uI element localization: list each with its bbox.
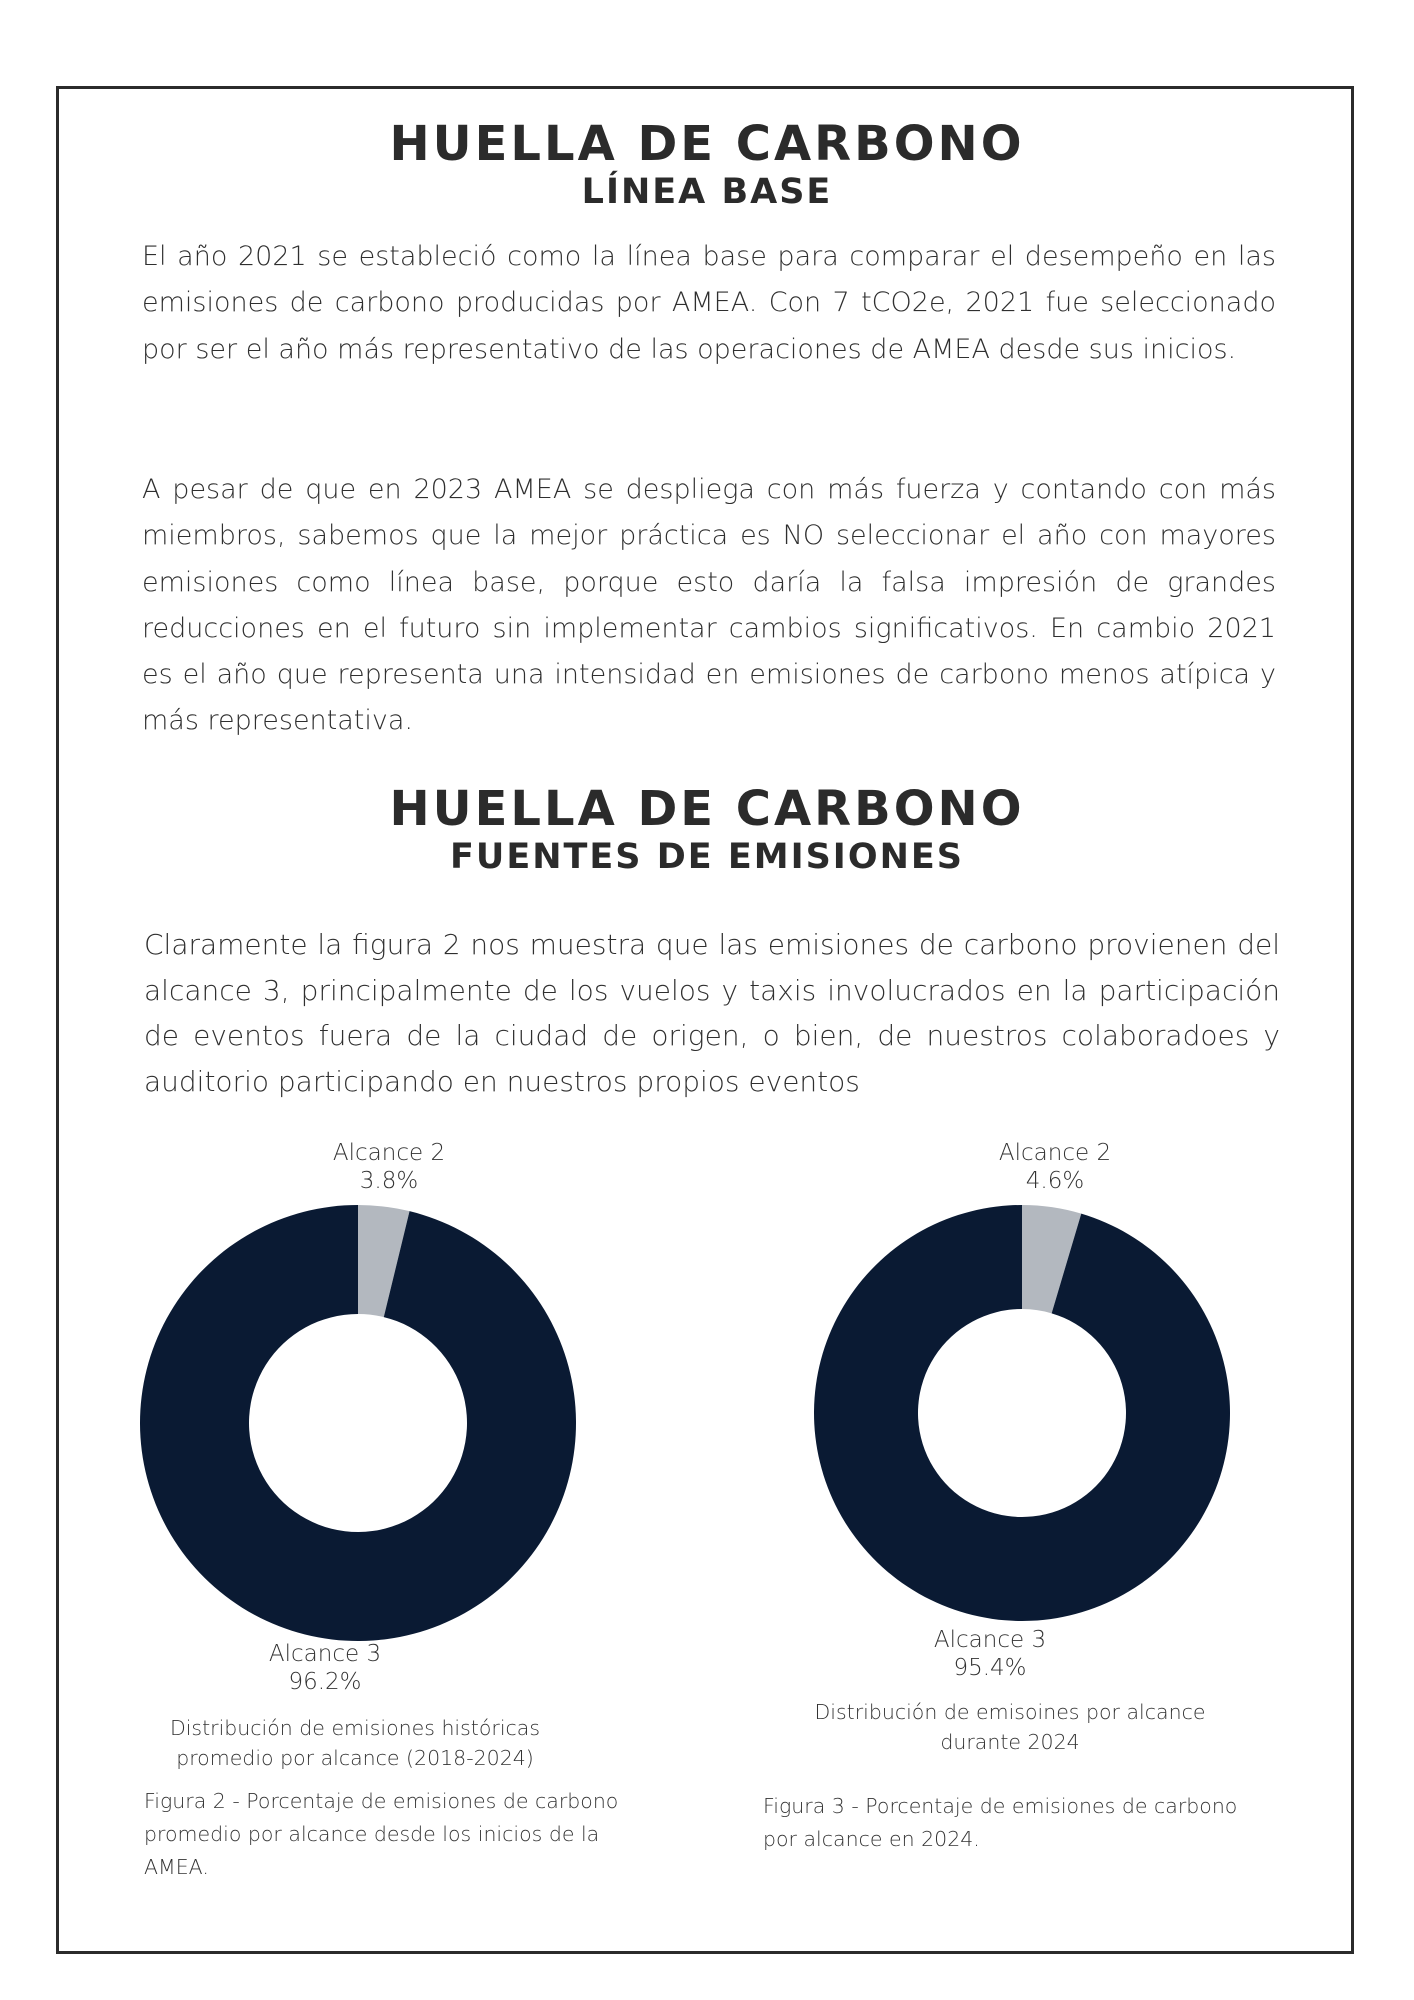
donut-slice-alcance-2 [1022, 1205, 1082, 1314]
chart1-alcance3-name: Alcance 3 [268, 1641, 382, 1667]
page-frame [56, 86, 1354, 1954]
section1-paragraph1: El año 2021 se estableció como la línea … [142, 241, 1276, 365]
donut-slice-alcance-2 [358, 1205, 410, 1318]
section2-subtitle: FUENTES DE EMISIONES [449, 837, 964, 877]
chart2-alcance2-value: 4.6% [1025, 1168, 1085, 1194]
donut-chart-2024 [814, 1205, 1230, 1621]
chart2-alcance3-label: Alcance 3 95.4% [915, 1626, 1065, 1682]
chart1-alcance2-name: Alcance 2 [332, 1140, 446, 1166]
chart1-alcance2-label: Alcance 2 3.8% [314, 1139, 464, 1195]
section1-paragraph2: A pesar de que en 2023 AMEA se despliega… [142, 474, 1276, 737]
chart1-alcance3-label: Alcance 3 96.2% [250, 1640, 400, 1696]
section1-subtitle: LÍNEA BASE [581, 172, 833, 212]
chart2-alcance3-name: Alcance 3 [933, 1627, 1047, 1653]
chart1-alcance3-value: 96.2% [288, 1669, 362, 1695]
figure2-caption: Figura 2 - Porcentaje de emisiones de ca… [144, 1789, 619, 1879]
chart2-alcance3-value: 95.4% [953, 1655, 1027, 1681]
donut-chart-historical [140, 1205, 576, 1641]
donut-slice-alcance-3 [814, 1205, 1230, 1621]
figure3-caption: Figura 3 - Porcentaje de emisiones de ca… [763, 1794, 1238, 1851]
donut-slice-alcance-3 [140, 1205, 576, 1641]
chart2-alcance2-label: Alcance 2 4.6% [980, 1139, 1130, 1195]
chart1-title: Distribución de emisiones históricas pro… [169, 1716, 541, 1770]
section2-paragraph: Claramente la figura 2 nos muestra que l… [144, 928, 1280, 1098]
section2-title: HUELLA DE CARBONO [389, 781, 1025, 837]
chart2-alcance2-name: Alcance 2 [998, 1140, 1112, 1166]
chart2-title: Distribución de emisoines por alcance du… [814, 1700, 1206, 1754]
chart1-alcance2-value: 3.8% [359, 1168, 419, 1194]
section1-title: HUELLA DE CARBONO [389, 116, 1025, 172]
